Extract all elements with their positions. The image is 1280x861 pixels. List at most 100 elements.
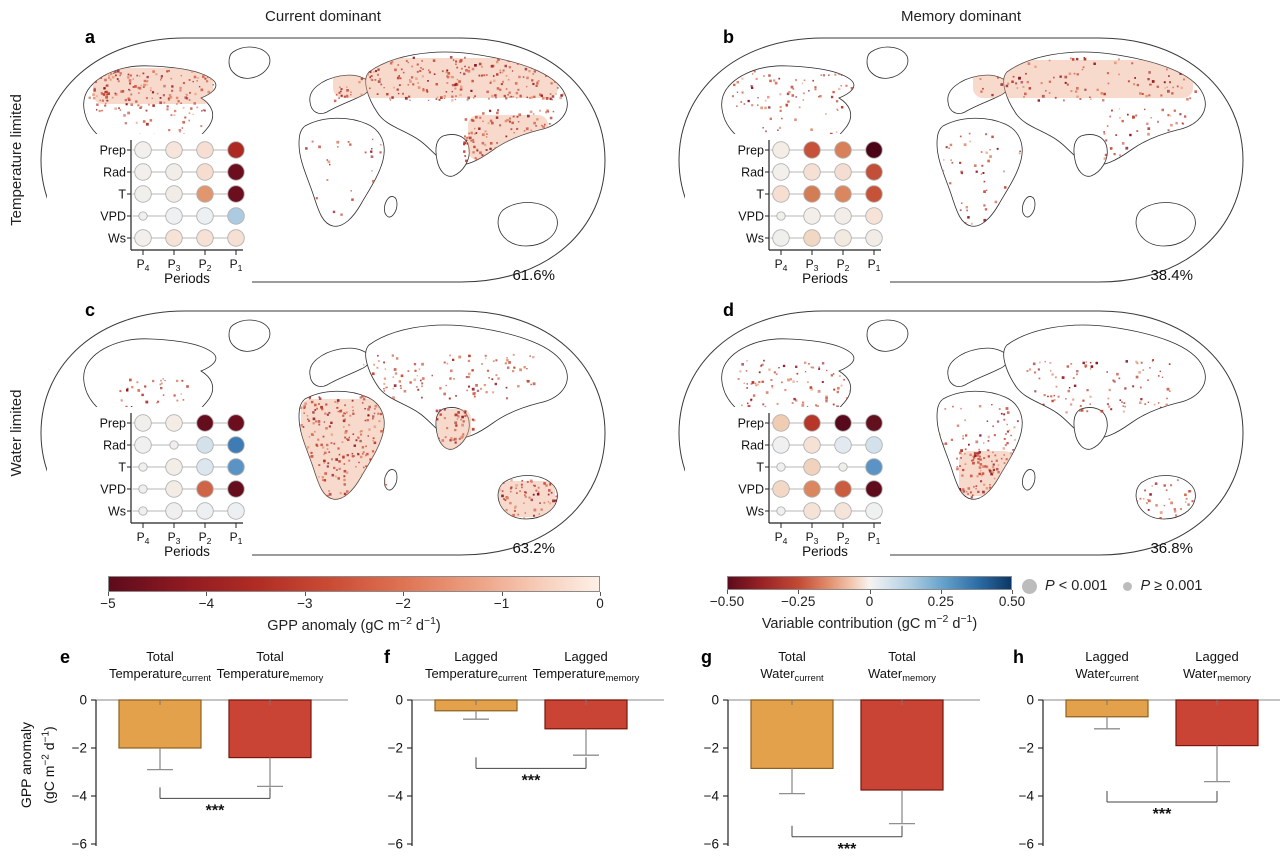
- contribution-dot: [834, 229, 852, 247]
- y-tick-label: −6: [388, 837, 403, 852]
- y-tick-label: −6: [1019, 837, 1034, 852]
- colorbar-tick-label: −4: [198, 596, 215, 611]
- inset-row-label: Ws: [746, 505, 764, 519]
- svg-text:P3: P3: [806, 257, 819, 273]
- row-title-temperature-limited: Temperature limited: [8, 94, 25, 226]
- contribution-dot: [165, 480, 183, 498]
- contribution-dot: [227, 141, 245, 159]
- svg-text:Lagged: Lagged: [454, 649, 497, 664]
- contribution-dot: [196, 458, 214, 476]
- inset-row-label: VPD: [100, 483, 126, 497]
- coverage-percent: 36.8%: [1150, 540, 1193, 557]
- significance-stars: ***: [838, 841, 857, 858]
- svg-text:Total: Total: [146, 649, 174, 664]
- inset-row-label: VPD: [738, 483, 764, 497]
- svg-text:Watermemory: Watermemory: [1183, 666, 1251, 683]
- panel-letter: g: [701, 647, 712, 667]
- contribution-dot: [772, 163, 790, 181]
- y-tick-label: −4: [72, 789, 88, 804]
- contribution-dot: [196, 141, 214, 159]
- inset-row-label: Ws: [108, 505, 126, 519]
- colorbar-tick-label: −2: [395, 596, 411, 611]
- y-tick-label: −2: [1019, 741, 1034, 756]
- map-panel-b: b Prep Rad T VPD Ws P4 P3 P2 P1 Periods 38.4%: [671, 27, 1251, 290]
- panel-letter: a: [85, 27, 96, 47]
- contribution-dot: [227, 207, 245, 225]
- column-title-current: Current dominant: [265, 8, 381, 25]
- contribution-dot: [834, 436, 852, 454]
- svg-text:Total: Total: [888, 649, 916, 664]
- contribution-dot: [834, 163, 852, 181]
- inset-row-label: T: [756, 461, 764, 475]
- inset-row-label: VPD: [738, 210, 764, 224]
- contribution-dot: [772, 480, 790, 498]
- contribution-dot: [196, 163, 214, 181]
- colorbar-label: Variable contribution (gC m−2 d−1): [761, 614, 978, 632]
- colorbar-tick-label: −0.25: [781, 594, 816, 609]
- contribution-dot: [134, 141, 152, 159]
- svg-text:P2: P2: [837, 257, 850, 273]
- contribution-dot: [227, 414, 245, 432]
- contribution-dot: [165, 414, 183, 432]
- contribution-dot: [776, 462, 786, 472]
- svg-text:Periods: Periods: [164, 271, 210, 286]
- inset-row-label: T: [118, 188, 126, 202]
- contribution-dot: [803, 185, 821, 203]
- colorbar-ticks: −0.50 −0.25 0 0.25 0.50: [710, 590, 1025, 612]
- contribution-dot: [865, 414, 883, 432]
- contribution-dot: [834, 207, 852, 225]
- svg-text:P1: P1: [868, 257, 881, 273]
- contribution-dot: [196, 436, 214, 454]
- contribution-dot: [803, 502, 821, 520]
- contribution-dot: [134, 414, 152, 432]
- contribution-dot: [865, 436, 883, 454]
- inset-row-label: Prep: [100, 417, 126, 431]
- contribution-dot: [227, 163, 245, 181]
- contribution-dot: [227, 502, 245, 520]
- svg-text:P2: P2: [837, 530, 850, 546]
- p-significant-label: P < 0.001: [1045, 578, 1108, 594]
- svg-text:P4: P4: [775, 530, 788, 546]
- colorbar-ticks: −5 −4 −3 −2 −1 0: [100, 592, 604, 614]
- inset-row-label: Rad: [103, 166, 126, 180]
- contribution-dot: [772, 185, 790, 203]
- contribution-dot: [227, 436, 245, 454]
- bar-memory: [1175, 699, 1259, 747]
- bar-current: [750, 699, 834, 770]
- contribution-dot: [227, 458, 245, 476]
- inset-dot-matrix: Prep Rad T VPD Ws P4 P3 P2 P1 Periods: [685, 134, 890, 286]
- inset-row-label: Rad: [741, 439, 764, 453]
- contribution-dot: [803, 458, 821, 476]
- contribution-dot: [865, 480, 883, 498]
- panel-letter: c: [85, 300, 96, 320]
- contribution-dot: [165, 207, 183, 225]
- y-tick-label: −4: [704, 789, 720, 804]
- svg-text:P4: P4: [137, 530, 150, 546]
- bar-current: [118, 699, 202, 749]
- contribution-dot: [134, 163, 152, 181]
- colorbar-tick-label: −0.50: [709, 594, 745, 609]
- svg-text:Watercurrent: Watercurrent: [760, 666, 824, 683]
- y-tick-label: 0: [79, 693, 87, 708]
- svg-text:Temperaturememory: Temperaturememory: [217, 666, 324, 683]
- panel-letter: b: [723, 27, 734, 47]
- svg-text:P1: P1: [868, 530, 881, 546]
- svg-text:Lagged: Lagged: [564, 649, 607, 664]
- significance-stars: ***: [522, 772, 541, 789]
- contribution-dot: [165, 185, 183, 203]
- inset-row-label: T: [756, 188, 764, 202]
- p-significant-dot-icon: [1022, 578, 1037, 594]
- svg-text:P4: P4: [775, 257, 788, 273]
- svg-text:P2: P2: [199, 257, 212, 273]
- svg-text:P2: P2: [199, 530, 212, 546]
- contribution-dot: [165, 141, 183, 159]
- svg-text:P1: P1: [230, 257, 243, 273]
- bar-chart-g: 0 −2 −4 −6 Total Watercurrent Total Watermemory…: [704, 649, 980, 858]
- contribution-dot: [165, 163, 183, 181]
- map-panel-c: c Prep Rad T VPD Ws P4 P3 P2 P1 Periods 63.2%: [33, 300, 613, 563]
- significance-stars: ***: [1153, 806, 1172, 823]
- y-tick-label: −4: [1019, 789, 1035, 804]
- y-tick-label: −2: [704, 741, 719, 756]
- contribution-dot: [196, 185, 214, 203]
- contribution-dot: [865, 185, 883, 203]
